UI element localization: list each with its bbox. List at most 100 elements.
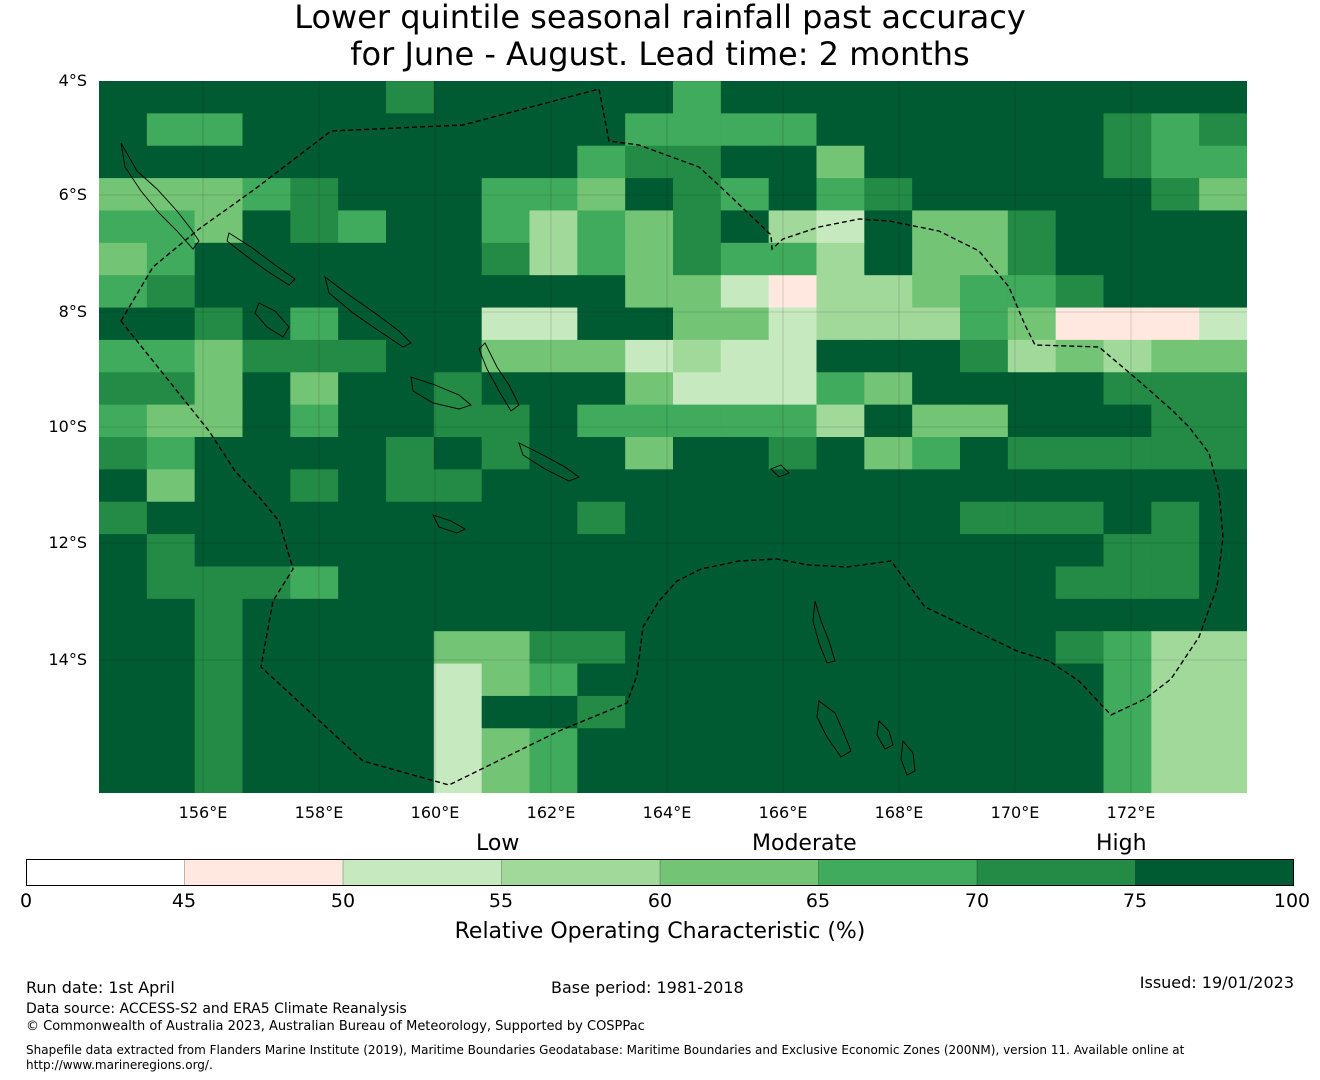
- roc-grid-cell: [146, 404, 196, 438]
- roc-grid-cell: [99, 469, 148, 503]
- roc-grid-cell: [529, 210, 578, 244]
- roc-grid-cell: [577, 372, 626, 406]
- roc-grid-cell: [529, 695, 578, 729]
- roc-grid-cell: [577, 437, 626, 470]
- roc-grid-cell: [1055, 145, 1105, 179]
- roc-grid-cell: [1103, 501, 1152, 535]
- roc-grid-cell: [577, 760, 626, 793]
- roc-grid-cell: [960, 178, 1009, 212]
- roc-grid-cell: [146, 178, 196, 212]
- roc-grid-cell: [1007, 81, 1057, 114]
- roc-grid-cell: [720, 695, 770, 729]
- roc-grid-cell: [1151, 242, 1200, 276]
- roc-grid-cell: [816, 113, 865, 147]
- roc-grid-cell: [816, 275, 865, 309]
- roc-grid-cell: [864, 372, 913, 406]
- roc-grid-cell: [194, 242, 244, 276]
- roc-grid-cell: [529, 339, 578, 373]
- roc-grid-cell: [1151, 437, 1200, 470]
- roc-grid-cell: [864, 469, 913, 503]
- roc-grid-cell: [673, 663, 722, 697]
- roc-grid-cell: [864, 663, 913, 697]
- roc-grid-cell: [481, 695, 531, 729]
- roc-grid-cell: [242, 501, 291, 535]
- roc-grid-cell: [912, 81, 961, 114]
- roc-grid-cell: [864, 631, 913, 665]
- colorbar-swatch: [501, 859, 661, 886]
- roc-grid-cell: [960, 307, 1009, 341]
- roc-grid-cell: [386, 145, 435, 179]
- roc-grid-cell: [816, 210, 865, 244]
- colorbar-swatch: [976, 859, 1137, 886]
- roc-grid-cell: [1151, 469, 1200, 503]
- roc-grid-cell: [768, 404, 818, 438]
- roc-grid-cell: [1007, 663, 1057, 697]
- roc-grid-cell: [1055, 81, 1105, 114]
- roc-grid-cell: [194, 339, 244, 373]
- roc-grid-cell: [1199, 113, 1247, 147]
- roc-grid-cell: [1151, 307, 1200, 341]
- roc-colorbar: [26, 859, 1294, 886]
- roc-grid-cell: [146, 242, 196, 276]
- roc-grid-cell: [960, 760, 1009, 793]
- roc-grid-cell: [960, 339, 1009, 373]
- roc-grid-cell: [290, 242, 339, 276]
- roc-grid-cell: [146, 695, 196, 729]
- roc-grid-cell: [386, 534, 435, 568]
- roc-grid-cell: [768, 437, 818, 470]
- roc-grid-cell: [433, 404, 483, 438]
- eez-solomon-islands: [120, 88, 1224, 786]
- roc-grid-cell: [194, 760, 244, 793]
- roc-grid-cell: [960, 81, 1009, 114]
- roc-grid-cell: [290, 404, 339, 438]
- roc-grid-cell: [481, 566, 531, 600]
- roc-grid-cell: [1199, 372, 1247, 406]
- roc-grid-cell: [433, 242, 483, 276]
- roc-grid-cell: [768, 339, 818, 373]
- roc-grid-cell: [1151, 339, 1200, 373]
- map-title-line2: for June - August. Lead time: 2 months: [350, 35, 970, 73]
- roc-grid-cell: [1103, 728, 1152, 762]
- colorbar-swatch: [26, 859, 186, 886]
- roc-grid-cell: [1103, 81, 1152, 114]
- lat-label-10s: 10°S: [48, 417, 87, 436]
- roc-grid-cell: [1151, 501, 1200, 535]
- roc-grid-cell: [720, 437, 770, 470]
- roc-grid-cell: [290, 81, 339, 114]
- roc-grid-cell: [290, 469, 339, 503]
- roc-grid-cell: [768, 760, 818, 793]
- roc-grid-cell: [338, 437, 387, 470]
- roc-grid-cell: [1103, 242, 1152, 276]
- roc-grid-cell: [338, 404, 387, 438]
- roc-grid-cell: [242, 339, 291, 373]
- roc-grid-cell: [577, 307, 626, 341]
- roc-grid-cell: [577, 145, 626, 179]
- roc-grid-cell: [912, 178, 961, 212]
- roc-grid-cell: [577, 81, 626, 114]
- roc-grid-cell: [720, 598, 770, 632]
- roc-grid-cell: [194, 404, 244, 438]
- roc-grid-cell: [99, 210, 148, 244]
- roc-grid-cell: [1151, 145, 1200, 179]
- roc-grid-cell: [720, 566, 770, 600]
- roc-grid-cell: [1055, 404, 1105, 438]
- roc-grid-cell: [242, 598, 291, 632]
- roc-grid-cell: [338, 728, 387, 762]
- roc-grid-cell: [386, 469, 435, 503]
- roc-grid-cell: [816, 598, 865, 632]
- roc-grid-cell: [1199, 145, 1247, 179]
- roc-grid-cell: [290, 437, 339, 470]
- lon-label-168e: 168°E: [874, 803, 924, 822]
- coast-efate: [900, 739, 916, 776]
- roc-grid-cell: [625, 501, 674, 535]
- roc-grid-cell: [864, 760, 913, 793]
- roc-grid-cell: [768, 695, 818, 729]
- roc-grid-cell: [290, 566, 339, 600]
- roc-grid-cell: [912, 242, 961, 276]
- roc-grid-cell: [912, 534, 961, 568]
- roc-grid-cell: [433, 81, 483, 114]
- roc-grid-cell: [290, 695, 339, 729]
- roc-grid-cell: [625, 145, 674, 179]
- roc-grid-cell: [816, 81, 865, 114]
- roc-grid-cell: [1199, 760, 1247, 793]
